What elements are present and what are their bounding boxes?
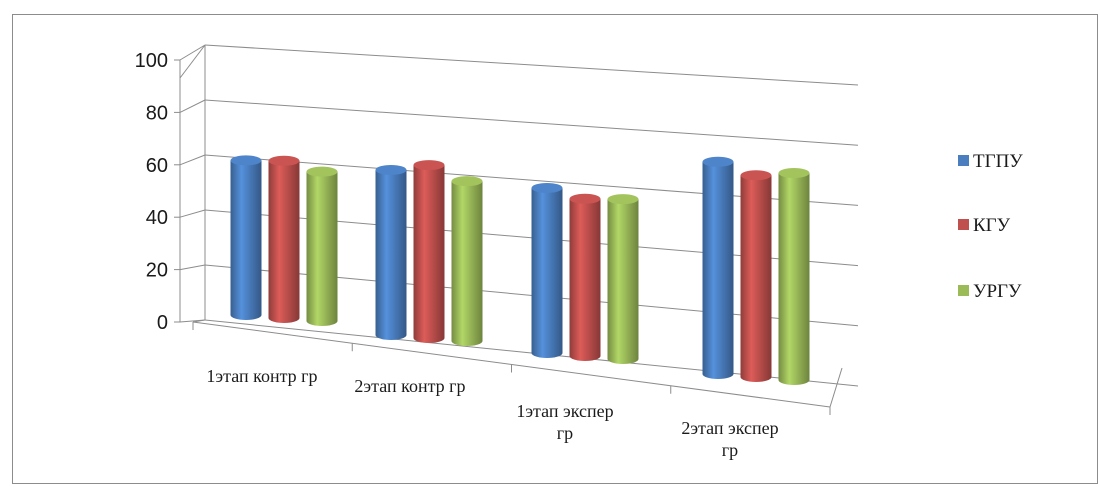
bar-body <box>375 169 407 340</box>
bar-3-0 <box>702 156 734 379</box>
gridline-100 <box>204 44 859 86</box>
bar-top <box>531 182 563 193</box>
depth-line-60 <box>179 154 206 166</box>
bar-top <box>268 155 300 166</box>
y-tick-label: 60 <box>146 155 168 177</box>
bar-body <box>306 171 338 327</box>
bar-1-2 <box>451 176 483 347</box>
bar-body <box>607 199 639 364</box>
bar-body <box>702 161 734 379</box>
bar-top <box>413 160 445 171</box>
y-tick-label: 80 <box>146 102 168 124</box>
x-tick-label: 1этап экспер гр <box>516 401 613 443</box>
bar-0-1 <box>268 155 300 324</box>
x-tick-label: 2этап контр гр <box>354 376 465 396</box>
bar-body <box>531 187 563 358</box>
bar-body <box>569 198 601 362</box>
depth-line-80 <box>179 99 206 113</box>
bars <box>230 155 810 385</box>
bar-3-2 <box>778 168 810 385</box>
legend-swatch <box>958 219 969 230</box>
bar-2-1 <box>569 193 601 362</box>
bar-2-2 <box>607 194 639 364</box>
bar-0-2 <box>306 166 338 327</box>
legend-label: ТГПУ <box>973 151 1023 172</box>
depth-line-40 <box>179 209 206 218</box>
bar-body <box>778 173 810 385</box>
bar-top <box>451 176 483 187</box>
legend-item: ТГПУ <box>958 151 1023 172</box>
bar-top <box>740 170 772 181</box>
chart-back-wall <box>179 44 206 320</box>
depth-line-100 <box>179 44 206 61</box>
bar-top <box>569 193 601 204</box>
bar-top <box>702 156 734 167</box>
y-tick-label: 40 <box>146 207 168 229</box>
bar-3-1 <box>740 170 772 382</box>
bar-body <box>230 160 262 320</box>
legend-swatch <box>958 155 969 166</box>
legend: ТГПУ КГУ УРГУ <box>958 151 1023 302</box>
y-axis: 0 20 40 60 80 100 <box>135 44 206 334</box>
bar-top <box>230 155 262 166</box>
bar-body <box>740 175 772 382</box>
floor-right-edge <box>829 367 843 408</box>
y-tick-label: 100 <box>135 50 168 72</box>
bar-top <box>778 168 810 179</box>
bar-top <box>306 166 338 177</box>
legend-label: КГУ <box>973 215 1011 236</box>
bar-body <box>268 160 300 324</box>
side-wall-top-edge <box>179 44 206 79</box>
legend-item: УРГУ <box>958 281 1022 302</box>
y-tick-label: 20 <box>146 260 168 282</box>
legend-label: УРГУ <box>973 281 1022 302</box>
y-tick-label: 0 <box>157 312 168 334</box>
legend-swatch <box>958 285 969 296</box>
floor-left-edge <box>192 319 206 323</box>
gridline-80 <box>204 99 859 146</box>
bar-1-1 <box>413 160 445 343</box>
bar-1-0 <box>375 164 407 340</box>
bar-0-0 <box>230 155 262 320</box>
bar-body <box>413 165 445 343</box>
legend-item: КГУ <box>958 215 1011 236</box>
depth-line-20 <box>179 264 206 271</box>
bar-body <box>451 181 483 347</box>
x-tick-label: 2этап экспер гр <box>681 418 778 460</box>
bar-top <box>375 164 407 175</box>
x-axis: 1этап контр гр 2этап контр гр 1этап экспер… <box>192 319 843 460</box>
bar-2-0 <box>531 182 563 358</box>
bar-top <box>607 194 639 205</box>
x-tick-label: 1этап контр гр <box>206 366 317 386</box>
